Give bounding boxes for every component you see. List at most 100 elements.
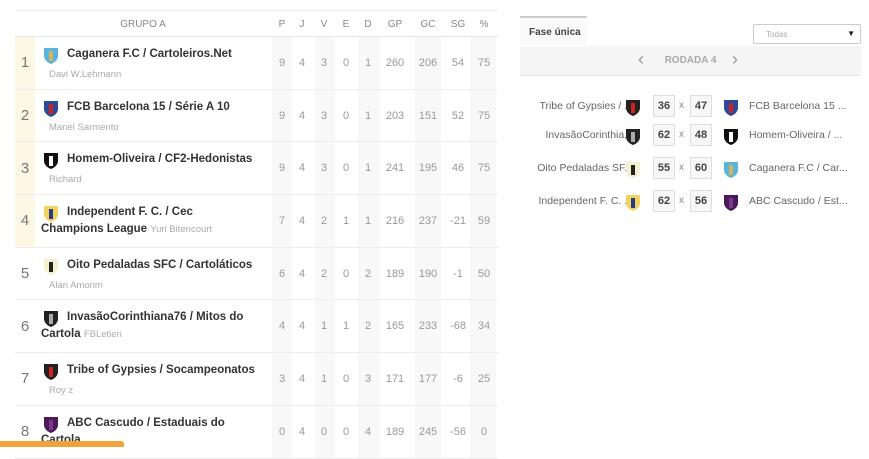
column-header[interactable]: E (342, 19, 350, 30)
round-filter-select[interactable]: Todas ▼ (753, 24, 861, 44)
table-row[interactable]: 3 Homem-Oliveira / CF2-Hedonistas Richard… (15, 142, 498, 196)
round-label: RODADA 4 (664, 55, 717, 66)
team-cell[interactable]: FCB Barcelona 15 / Série A 10 Manel Sarm… (41, 98, 256, 136)
column-band (470, 37, 496, 89)
home-team[interactable]: Tribe of Gypsies / ... (539, 100, 633, 112)
stat-D: 2 (364, 320, 372, 333)
team-name[interactable]: FCB Barcelona 15 / Série A 10 (67, 100, 230, 113)
away-team[interactable]: Homem-Oliveira / ... (749, 129, 843, 141)
stat-E: 0 (342, 425, 350, 438)
stat-P: 7 (278, 215, 286, 228)
round-navigator: ‹ RODADA 4 › (520, 46, 861, 76)
column-band (415, 353, 441, 405)
match-row[interactable]: Tribe of Gypsies / ... 36 x 47 FCB Barce… (518, 95, 863, 119)
stat-J: 4 (298, 162, 306, 175)
versus: x (679, 100, 684, 111)
column-header[interactable]: % (479, 19, 489, 30)
column-header[interactable]: P (278, 19, 286, 30)
stat-GC: 233 (418, 320, 438, 333)
table-header: GRUPO A P J V E D GP GC SG% (15, 10, 498, 37)
stat-E: 0 (342, 162, 350, 175)
tab-fase-unica[interactable]: Fase única (520, 16, 587, 45)
manager-name: FBLetieri (83, 329, 122, 341)
home-team[interactable]: Independent F. C. ... (538, 195, 633, 207)
away-team[interactable]: FCB Barcelona 15 ... (749, 100, 847, 112)
stat-D: 4 (364, 425, 372, 438)
stat-V: 2 (320, 215, 328, 228)
stat-SG: -1 (453, 267, 463, 280)
table-row[interactable]: 4 Independent F. C. / Cec Champions Leagu… (15, 195, 498, 248)
bottom-tab[interactable] (0, 441, 124, 447)
home-team[interactable]: Oito Pedaladas SF... (537, 162, 633, 174)
table-row[interactable]: 5 Oito Pedaladas SFC / Cartoláticos Alan … (15, 247, 498, 301)
team-crest-icon (41, 203, 61, 223)
team-cell[interactable]: Homem-Oliveira / CF2-Hedonistas Richard (41, 150, 256, 188)
home-team[interactable]: InvasãoCorinthia... (545, 129, 633, 141)
column-band (315, 247, 335, 300)
stat-D: 1 (364, 215, 372, 228)
team-cell[interactable]: Independent F. C. / Cec Champions League… (41, 203, 256, 238)
column-header[interactable]: GC (420, 19, 436, 30)
stat-GC: 195 (418, 162, 438, 175)
stat-E: 0 (342, 373, 350, 386)
stat-GP: 165 (385, 320, 405, 333)
rank: 4 (15, 195, 35, 247)
team-crest-icon (41, 98, 61, 117)
column-band (358, 353, 380, 405)
manager-name: Roy z (49, 385, 74, 397)
team-name[interactable]: Independent F. C. / Cec Champions League (41, 206, 193, 236)
column-header[interactable]: J (299, 19, 305, 30)
column-header[interactable]: GP (387, 19, 403, 30)
column-band (470, 195, 496, 247)
column-band (272, 89, 292, 142)
chevron-right-icon[interactable]: › (732, 49, 738, 69)
table-row[interactable]: 1 Caganera F.C / Cartoleiros.Net Davi W.L… (15, 37, 498, 90)
stat-V: 3 (320, 162, 328, 175)
team-crest-icon (41, 308, 61, 328)
team-cell[interactable]: Caganera F.C / Cartoleiros.Net Davi W.Le… (41, 45, 256, 83)
team-name[interactable]: Tribe of Gypsies / Socampeonatos (67, 364, 255, 377)
column-band (415, 300, 441, 353)
team-crest-icon (41, 256, 61, 275)
team-cell[interactable]: Tribe of Gypsies / Socampeonatos Roy z (41, 361, 256, 399)
team-crest-icon (41, 361, 61, 381)
column-band (415, 142, 441, 195)
stat-P: 4 (278, 320, 286, 333)
chevron-left-icon[interactable]: ‹ (638, 49, 644, 69)
match-row[interactable]: Oito Pedaladas SF... 55 x 60 Caganera F.… (518, 157, 863, 181)
column-header[interactable]: V (320, 19, 328, 30)
stat-GC: 206 (418, 57, 438, 69)
stat-GC: 190 (418, 267, 438, 280)
away-score: 56 (690, 190, 712, 212)
table-row[interactable]: 2 FCB Barcelona 15 / Série A 10 Manel Sar… (15, 89, 498, 143)
match-row[interactable]: InvasãoCorinthia... 62 x 48 Homem-Olivei… (518, 124, 863, 148)
team-name[interactable]: Homem-Oliveira / CF2-Hedonistas (67, 153, 253, 166)
team-crest-icon (41, 45, 61, 64)
standings-table: GRUPO A P J V E D GP GC SG% 1 Caganera F.C / Car… (15, 10, 498, 459)
team-cell[interactable]: InvasãoCorinthiana76 / Mitos do Cartola … (41, 308, 256, 343)
column-header[interactable]: SG (450, 19, 466, 30)
team-name[interactable]: Caganera F.C / Cartoleiros.Net (67, 48, 232, 61)
stat-D: 1 (364, 162, 372, 175)
team-cell[interactable]: Oito Pedaladas SFC / Cartoláticos Alan A… (41, 256, 256, 294)
stat-D: 3 (364, 373, 372, 386)
away-team[interactable]: Caganera F.C / Car... (749, 162, 848, 174)
stat-%: 75 (477, 57, 491, 69)
rank: 5 (20, 265, 30, 283)
column-band (470, 353, 496, 405)
table-row[interactable]: 6 InvasãoCorinthiana76 / Mitos do Cartola… (15, 300, 498, 354)
column-header[interactable]: D (364, 19, 372, 30)
stat-P: 9 (278, 162, 286, 175)
table-row[interactable]: 7 Tribe of Gypsies / Socampeonatos Roy z 3… (15, 353, 498, 406)
column-band (272, 405, 292, 458)
away-team[interactable]: ABC Cascudo / Est... (749, 195, 848, 207)
stat-E: 0 (342, 109, 350, 122)
team-name[interactable]: Oito Pedaladas SFC / Cartoláticos (67, 258, 253, 271)
versus: x (679, 162, 684, 173)
stat-GP: 189 (385, 267, 405, 280)
team-name[interactable]: InvasãoCorinthiana76 / Mitos do Cartola (41, 311, 244, 341)
column-band (315, 89, 335, 142)
manager-name: Richard (49, 174, 82, 186)
match-row[interactable]: Independent F. C. ... 62 x 56 ABC Cascud… (518, 190, 863, 214)
